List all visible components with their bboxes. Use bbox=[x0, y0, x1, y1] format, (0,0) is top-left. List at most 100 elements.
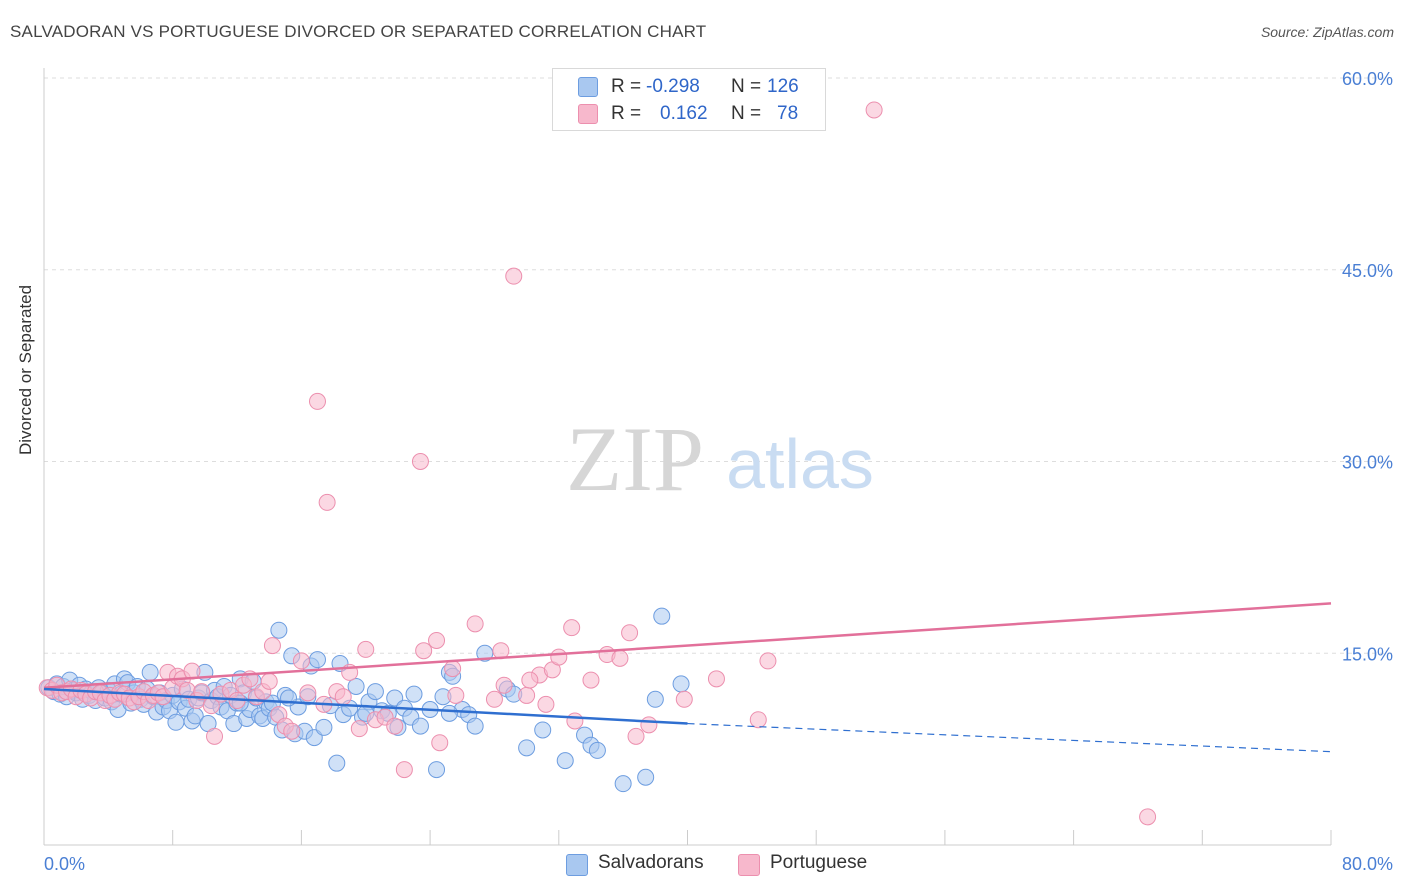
portuguese-point bbox=[611, 649, 629, 667]
portuguese-point bbox=[411, 453, 429, 470]
salvadorans-point bbox=[440, 704, 458, 722]
trend-lines bbox=[43, 602, 1332, 753]
n-label: N = bbox=[731, 103, 762, 124]
portuguese-point bbox=[582, 671, 600, 689]
salvadorans-point bbox=[637, 768, 655, 786]
salvadorans-swatch bbox=[578, 77, 598, 97]
r-label: R = bbox=[611, 76, 642, 97]
x-tick-label: 0.0% bbox=[44, 854, 85, 874]
chart-title: SALVADORAN VS PORTUGUESE DIVORCED OR SEP… bbox=[10, 22, 707, 41]
portuguese-point bbox=[386, 717, 404, 735]
salvadorans-point bbox=[366, 683, 384, 701]
portuguese-point bbox=[537, 695, 555, 713]
grid-lines bbox=[44, 77, 1392, 654]
salvadorans-point bbox=[405, 685, 423, 703]
salvadorans-point bbox=[646, 690, 664, 708]
x-tick-label: 80.0% bbox=[1342, 854, 1393, 874]
watermark: ZIP atlas bbox=[566, 408, 874, 510]
portuguese-point bbox=[759, 652, 777, 670]
salvadorans-point bbox=[588, 741, 606, 759]
tick-labels: 15.0% 30.0% 45.0% 60.0% 0.0% 80.0% bbox=[44, 69, 1393, 874]
portuguese-trend-line bbox=[43, 602, 1332, 690]
salvadorans-point bbox=[308, 651, 326, 669]
n-value: 126 bbox=[767, 76, 799, 97]
portuguese-point bbox=[563, 619, 581, 637]
portuguese-point bbox=[308, 392, 326, 410]
portuguese-point bbox=[444, 660, 462, 678]
salvadorans-point bbox=[614, 775, 632, 793]
portuguese-swatch bbox=[578, 104, 598, 124]
salvadorans-point bbox=[672, 675, 690, 693]
portuguese-point bbox=[318, 493, 336, 511]
portuguese-point bbox=[550, 648, 568, 666]
salvadorans-point bbox=[428, 761, 446, 779]
portuguese-point bbox=[675, 690, 693, 708]
y-tick-label: 60.0% bbox=[1342, 69, 1393, 89]
portuguese-point bbox=[707, 670, 725, 688]
portuguese-point bbox=[206, 727, 224, 745]
salvadorans-point bbox=[141, 663, 159, 681]
salvadorans-point bbox=[411, 717, 429, 735]
correlation-legend: R = -0.298 N = 126 R = 0.162 N = 78 bbox=[552, 68, 826, 131]
portuguese-point bbox=[1139, 808, 1157, 826]
portuguese-point bbox=[621, 624, 639, 642]
portuguese-point bbox=[466, 615, 484, 633]
salvadorans-point bbox=[328, 754, 346, 772]
source-text: Source: ZipAtlas.com bbox=[1260, 24, 1394, 40]
portuguese-point bbox=[749, 711, 767, 729]
portuguese-point bbox=[640, 716, 658, 734]
portuguese-swatch bbox=[738, 854, 760, 876]
y-axis-label: Divorced or Separated bbox=[16, 284, 35, 455]
salvadorans-point bbox=[270, 621, 288, 639]
salvadorans-point bbox=[653, 607, 671, 625]
portuguese-point bbox=[566, 712, 584, 730]
legend-label-portuguese: Portuguese bbox=[770, 852, 868, 873]
legend-row-portuguese: R = 0.162 N = 78 bbox=[553, 101, 825, 127]
salvadorans-point bbox=[534, 721, 552, 739]
portuguese-point bbox=[263, 637, 281, 655]
portuguese-point bbox=[415, 642, 433, 660]
portuguese-point bbox=[299, 684, 317, 702]
watermark-atlas: atlas bbox=[726, 425, 874, 503]
portuguese-point bbox=[431, 734, 449, 752]
portuguese-point bbox=[193, 683, 211, 701]
legend-row-salvadorans: R = -0.298 N = 126 bbox=[553, 74, 825, 100]
n-value: 78 bbox=[777, 103, 799, 124]
y-tick-label: 15.0% bbox=[1342, 644, 1393, 664]
y-tick-label: 30.0% bbox=[1342, 453, 1393, 473]
portuguese-point bbox=[505, 267, 523, 285]
portuguese-point bbox=[428, 631, 446, 649]
axes bbox=[43, 68, 1332, 846]
portuguese-point bbox=[865, 101, 883, 119]
salvadorans-point bbox=[518, 739, 536, 757]
r-value: -0.298 bbox=[646, 76, 700, 97]
portuguese-point bbox=[627, 727, 645, 745]
portuguese-point bbox=[334, 688, 352, 706]
r-label: R = bbox=[611, 103, 642, 124]
salvadorans-point bbox=[315, 718, 333, 736]
salvadorans-point bbox=[466, 717, 484, 735]
portuguese-point bbox=[283, 722, 301, 740]
n-label: N = bbox=[731, 76, 762, 97]
salvadorans-swatch bbox=[566, 854, 588, 876]
salvadorans-point bbox=[347, 677, 365, 695]
salvadorans-trend-extension bbox=[687, 722, 1332, 753]
salvadorans-trend-line bbox=[43, 687, 688, 725]
salvadorans-point bbox=[167, 713, 185, 731]
portuguese-point bbox=[485, 690, 503, 708]
portuguese-point bbox=[521, 671, 539, 689]
portuguese-point bbox=[350, 720, 368, 738]
r-value: 0.162 bbox=[660, 103, 708, 124]
y-tick-label: 45.0% bbox=[1342, 261, 1393, 281]
portuguese-point bbox=[395, 761, 413, 779]
legend-label-salvadorans: Salvadorans bbox=[598, 852, 704, 873]
portuguese-point bbox=[260, 672, 278, 690]
portuguese-point bbox=[447, 686, 465, 704]
watermark-zip: ZIP bbox=[566, 408, 704, 510]
portuguese-point bbox=[518, 686, 536, 704]
portuguese-point bbox=[292, 652, 310, 670]
salvadorans-point bbox=[556, 752, 574, 770]
portuguese-point bbox=[495, 676, 513, 694]
portuguese-point bbox=[357, 640, 375, 658]
